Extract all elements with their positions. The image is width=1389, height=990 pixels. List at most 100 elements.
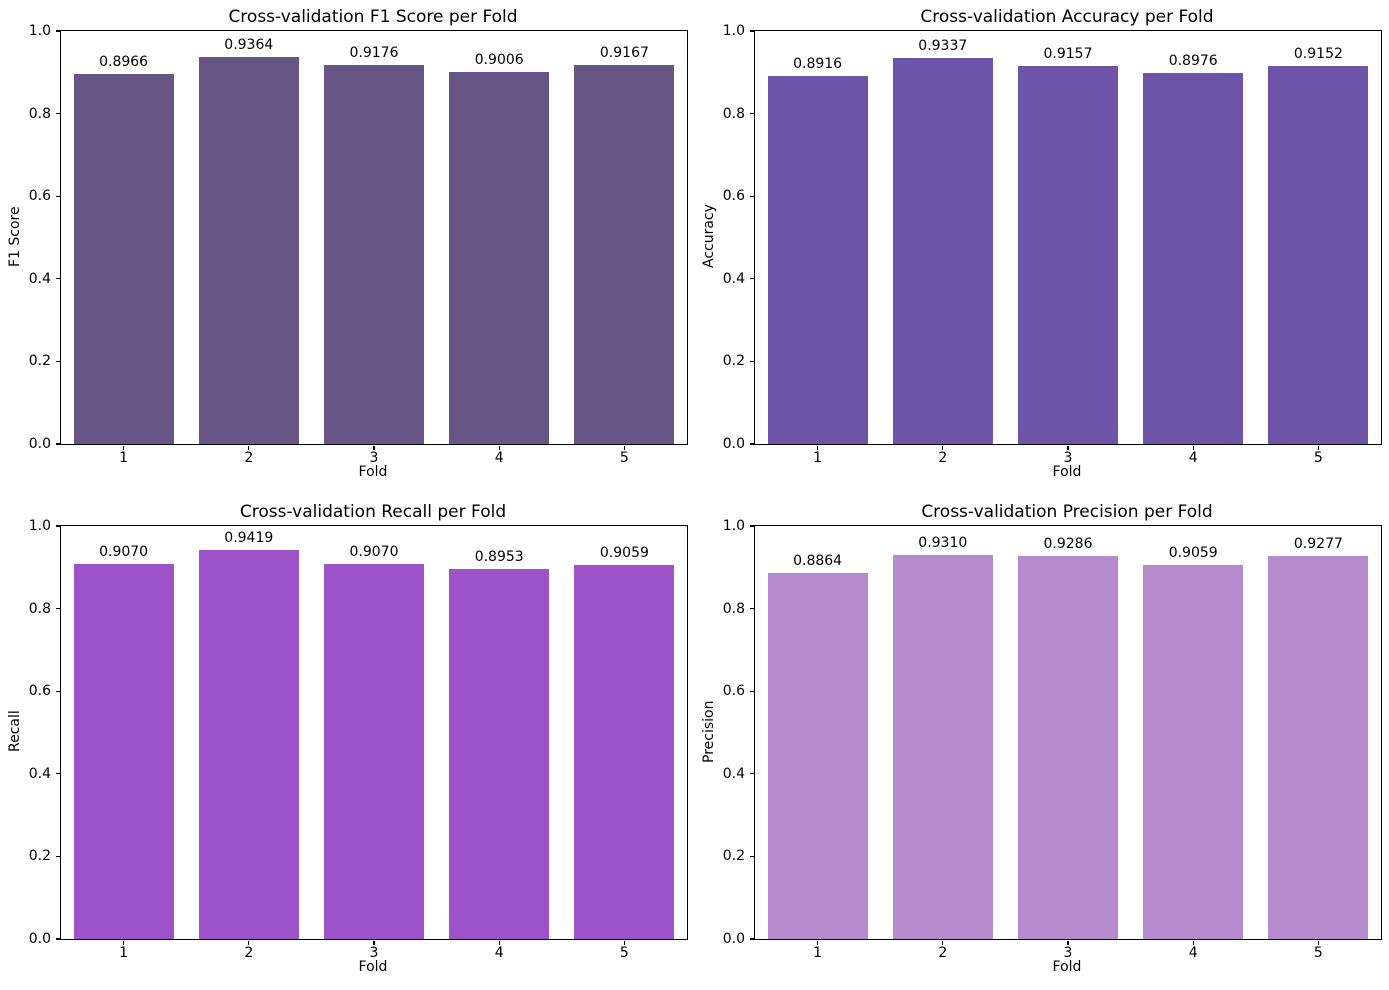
bar-value-label: 0.9277: [1293, 535, 1343, 552]
chart-title: Cross-validation Precision per Fold: [921, 502, 1213, 522]
y-tick-label: 0.2: [28, 848, 51, 865]
bar: [1017, 555, 1119, 939]
y-tick-mark: [749, 608, 754, 610]
bar: [1143, 564, 1244, 939]
x-tick-mark: [623, 940, 625, 945]
x-tick-mark: [817, 445, 819, 450]
y-tick-label: 0.4: [722, 270, 745, 287]
x-tick-label: 1: [813, 450, 823, 466]
x-tick-mark: [373, 940, 375, 945]
bar: [323, 564, 425, 939]
x-tick-label: 5: [1313, 450, 1323, 466]
bar-value-label: 0.9364: [224, 37, 274, 54]
y-tick-mark: [749, 278, 754, 280]
y-tick-mark: [55, 938, 60, 940]
x-tick-label: 2: [244, 945, 254, 961]
x-tick-mark: [942, 445, 944, 450]
bar: [198, 57, 299, 444]
y-tick-label: 0.6: [28, 188, 51, 205]
y-tick-mark: [749, 690, 754, 692]
bar: [323, 65, 425, 444]
y-tick-label: 0.2: [722, 353, 745, 370]
y-tick-label: 0.6: [722, 188, 745, 205]
x-tick-label: 2: [938, 945, 948, 961]
x-tick-mark: [1192, 445, 1194, 450]
bar-value-label: 0.9176: [349, 45, 399, 62]
bar-value-label: 0.9286: [1043, 535, 1093, 552]
y-tick-label: 1.0: [722, 518, 745, 534]
y-tick-label: 0.4: [28, 765, 51, 782]
bar-value-label: 0.8916: [793, 55, 843, 72]
x-tick-mark: [1317, 445, 1319, 450]
x-tick-mark: [498, 445, 500, 450]
bar-value-label: 0.9070: [99, 544, 149, 561]
plot-area: 0.0 0.2 0.4 0.6 0.8 1.0 1 2 3 4 5 0.8916 0.9337 0.915…: [723, 24, 1382, 465]
y-tick-mark: [749, 938, 754, 940]
y-tick-mark: [55, 443, 60, 445]
bar-value-label: 0.9167: [599, 45, 649, 62]
bar-value-label: 0.9059: [599, 544, 649, 561]
y-tick-mark: [55, 855, 60, 857]
x-tick-label: 4: [1188, 945, 1198, 961]
bar-value-label: 0.8966: [99, 53, 149, 70]
y-tick-label: 1.0: [28, 23, 51, 39]
subplot-precision: Cross-validation Precision per Fold Prec…: [694, 495, 1389, 990]
bar: [73, 564, 174, 939]
x-tick-mark: [1067, 445, 1069, 450]
x-tick-mark: [248, 445, 250, 450]
x-axis-label: Fold: [1052, 959, 1082, 975]
bar: [1017, 65, 1119, 444]
y-tick-mark: [55, 278, 60, 280]
x-tick-mark: [1192, 940, 1194, 945]
x-tick-mark: [942, 940, 944, 945]
bar-value-label: 0.9006: [474, 52, 524, 69]
bar: [892, 554, 993, 939]
bar-value-label: 0.9070: [349, 544, 399, 561]
bar: [574, 564, 675, 939]
x-tick-label: 4: [1188, 450, 1198, 466]
y-tick-label: 0.0: [722, 436, 745, 452]
y-tick-mark: [55, 113, 60, 115]
x-tick-label: 1: [119, 945, 129, 961]
y-axis-label: F1 Score: [7, 206, 23, 267]
bar: [767, 75, 868, 444]
bar: [767, 572, 868, 939]
bar-value-label: 0.8976: [1168, 53, 1218, 70]
bar-value-label: 0.9157: [1043, 45, 1093, 62]
y-tick-mark: [55, 690, 60, 692]
x-tick-label: 1: [813, 945, 823, 961]
bar-value-label: 0.9337: [918, 38, 968, 55]
y-tick-mark: [55, 773, 60, 775]
x-tick-label: 3: [1063, 450, 1073, 466]
x-tick-mark: [623, 445, 625, 450]
x-tick-label: 2: [244, 450, 254, 466]
x-axis-label: Fold: [358, 464, 388, 480]
y-tick-mark: [749, 113, 754, 115]
y-tick-label: 0.8: [722, 600, 745, 617]
x-tick-label: 4: [494, 945, 504, 961]
x-axis-label: Fold: [1052, 464, 1082, 480]
x-tick-label: 1: [119, 450, 129, 466]
x-tick-mark: [498, 940, 500, 945]
bar-value-label: 0.9152: [1293, 46, 1343, 63]
bar-value-label: 0.8864: [793, 552, 843, 569]
bar: [449, 72, 550, 444]
y-tick-label: 0.4: [722, 765, 745, 782]
y-tick-label: 0.2: [722, 848, 745, 865]
y-tick-mark: [55, 525, 60, 527]
y-tick-mark: [55, 30, 60, 32]
bar: [449, 569, 550, 939]
x-tick-label: 5: [619, 945, 629, 961]
y-tick-label: 0.2: [28, 353, 51, 370]
y-tick-mark: [749, 855, 754, 857]
x-tick-label: 3: [369, 945, 379, 961]
y-tick-mark: [749, 773, 754, 775]
plot-area: 0.0 0.2 0.4 0.6 0.8 1.0 1 2 3 4 5 0.9070 0.9419 0.907…: [29, 519, 688, 960]
y-tick-label: 0.0: [722, 931, 745, 947]
bar: [1268, 66, 1369, 444]
y-tick-label: 0.8: [28, 105, 51, 122]
y-tick-label: 0.0: [28, 931, 51, 947]
subplot-recall: Cross-validation Recall per Fold Recall …: [0, 495, 694, 990]
y-tick-mark: [55, 608, 60, 610]
